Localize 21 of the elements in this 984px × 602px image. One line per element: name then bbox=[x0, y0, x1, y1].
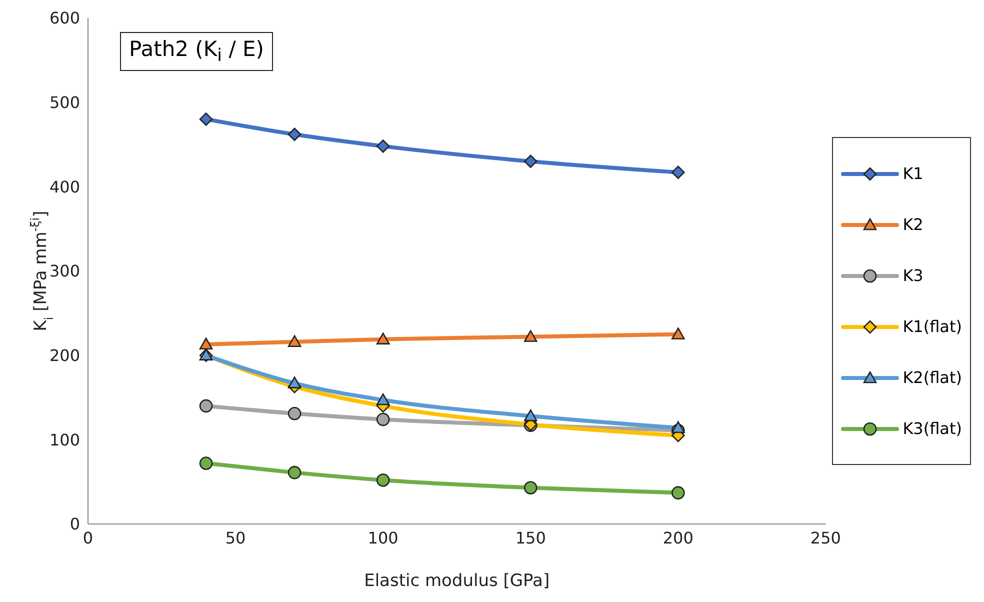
text: Path2 (K$_{i}$ / E) bbox=[120, 32, 273, 72]
y-tick-label: 0 bbox=[70, 514, 80, 534]
x-tick-label: 150 bbox=[515, 528, 546, 548]
y-tick-label: 600 bbox=[49, 8, 80, 28]
legend-label: K1 bbox=[902, 164, 924, 183]
x-tick-label: 250 bbox=[810, 528, 841, 548]
x-tick-label: 0 bbox=[82, 528, 94, 548]
y-tick-label: 500 bbox=[49, 93, 80, 112]
x-tick-label: 200 bbox=[662, 528, 694, 548]
y-tick-label: 100 bbox=[49, 430, 80, 450]
legend-label: K2 bbox=[902, 215, 924, 234]
x-tick-label: 100 bbox=[368, 528, 398, 548]
legend-label: K2(flat) bbox=[902, 368, 962, 387]
y-tick-label: 300 bbox=[49, 262, 80, 281]
legend-label: K3 bbox=[902, 266, 924, 285]
x-tick-label: 50 bbox=[225, 528, 246, 548]
legend-label: K3(flat) bbox=[902, 419, 962, 438]
x-axis-title: Elastic modulus [GPa] bbox=[364, 571, 550, 591]
y-tick-label: 200 bbox=[49, 346, 80, 366]
legend-label: K1(flat) bbox=[902, 317, 962, 336]
y-tick-label: 400 bbox=[49, 177, 80, 196]
